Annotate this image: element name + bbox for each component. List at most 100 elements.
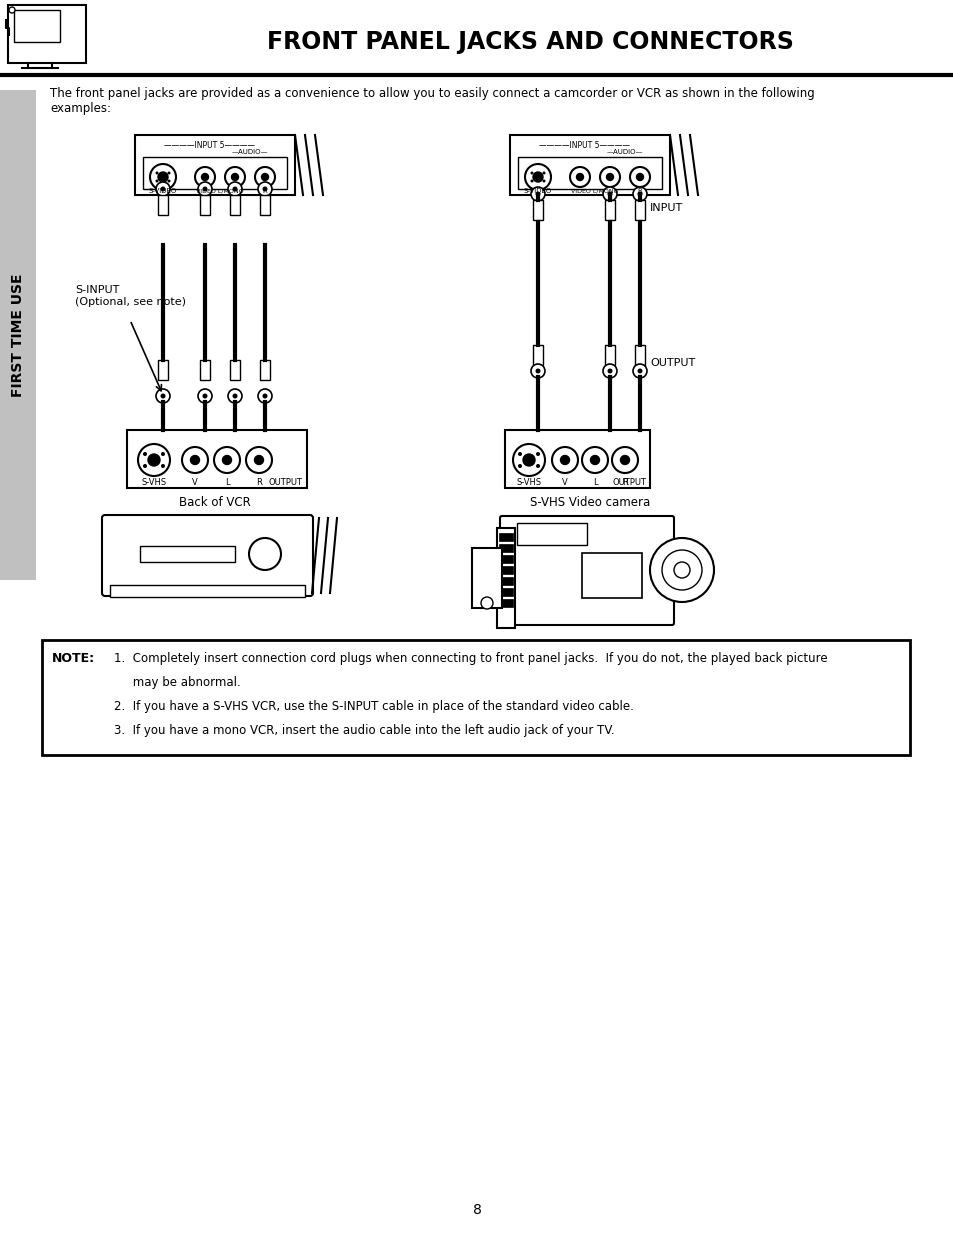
Bar <box>533 345 542 366</box>
Circle shape <box>150 164 175 190</box>
Circle shape <box>201 173 209 180</box>
Bar <box>135 135 294 195</box>
Circle shape <box>542 172 545 174</box>
Circle shape <box>233 394 237 399</box>
Bar <box>14 10 60 42</box>
Bar <box>604 345 615 366</box>
Circle shape <box>633 186 646 201</box>
Bar <box>497 529 515 629</box>
Circle shape <box>530 179 533 183</box>
Circle shape <box>232 173 238 180</box>
Text: Back of VCR: Back of VCR <box>179 496 251 509</box>
Text: FIRST TIME USE: FIRST TIME USE <box>11 273 25 396</box>
Bar <box>158 359 168 380</box>
Circle shape <box>531 186 544 201</box>
Circle shape <box>161 464 165 468</box>
Circle shape <box>673 562 689 578</box>
Text: S-INPUT
(Optional, see note): S-INPUT (Optional, see note) <box>75 285 186 306</box>
Text: OUTPUT: OUTPUT <box>613 478 646 487</box>
Bar <box>230 195 240 215</box>
Circle shape <box>517 452 521 456</box>
Circle shape <box>222 456 232 464</box>
Text: V: V <box>561 478 567 487</box>
Circle shape <box>254 456 263 464</box>
Circle shape <box>629 167 649 186</box>
FancyBboxPatch shape <box>102 515 313 597</box>
Bar <box>127 430 307 488</box>
Text: R: R <box>637 188 641 194</box>
Circle shape <box>607 368 612 373</box>
Circle shape <box>143 464 147 468</box>
Circle shape <box>599 167 619 186</box>
Text: R: R <box>262 188 267 194</box>
Bar <box>498 555 513 563</box>
Circle shape <box>249 538 281 571</box>
Text: —AUDIO—: —AUDIO— <box>232 149 268 156</box>
Circle shape <box>228 182 242 196</box>
Circle shape <box>533 172 542 182</box>
Circle shape <box>191 456 199 464</box>
Text: —AUDIO—: —AUDIO— <box>606 149 642 156</box>
Bar <box>260 195 270 215</box>
Circle shape <box>202 186 208 191</box>
Bar <box>517 157 661 189</box>
Bar <box>158 195 168 215</box>
Circle shape <box>155 172 158 174</box>
Bar <box>510 135 669 195</box>
Text: R: R <box>621 478 627 487</box>
Text: L: L <box>225 478 229 487</box>
Circle shape <box>552 447 578 473</box>
Bar <box>498 566 513 574</box>
Circle shape <box>262 186 267 191</box>
Circle shape <box>637 368 641 373</box>
Circle shape <box>202 394 208 399</box>
Text: L: L <box>592 478 597 487</box>
Circle shape <box>524 164 551 190</box>
Circle shape <box>160 186 165 191</box>
Circle shape <box>606 173 613 180</box>
Bar <box>635 345 644 366</box>
Circle shape <box>161 452 165 456</box>
Bar <box>0 90 36 580</box>
Bar <box>498 534 513 541</box>
Circle shape <box>612 447 638 473</box>
Circle shape <box>148 454 160 466</box>
Text: FRONT PANEL JACKS AND CONNECTORS: FRONT PANEL JACKS AND CONNECTORS <box>266 30 793 54</box>
Text: S-VIDEO: S-VIDEO <box>149 188 177 194</box>
Circle shape <box>661 550 701 590</box>
Bar <box>260 359 270 380</box>
Circle shape <box>517 464 521 468</box>
Circle shape <box>225 167 245 186</box>
Bar <box>472 548 501 608</box>
Circle shape <box>182 447 208 473</box>
Circle shape <box>262 394 267 399</box>
Circle shape <box>158 172 168 182</box>
Text: VIDEO L/MONO: VIDEO L/MONO <box>196 188 244 193</box>
Circle shape <box>9 7 15 14</box>
Text: V: V <box>192 478 197 487</box>
Circle shape <box>581 447 607 473</box>
Bar <box>604 200 615 220</box>
Text: VIDEO L/MONO: VIDEO L/MONO <box>571 188 618 193</box>
Circle shape <box>649 538 713 601</box>
Text: INPUT: INPUT <box>649 203 682 212</box>
Text: 3.  If you have a mono VCR, insert the audio cable into the left audio jack of y: 3. If you have a mono VCR, insert the au… <box>113 724 614 737</box>
Circle shape <box>480 597 493 609</box>
Text: R: R <box>255 478 262 487</box>
Circle shape <box>143 452 147 456</box>
Circle shape <box>254 167 274 186</box>
Circle shape <box>213 447 240 473</box>
Text: 1.  Completely insert connection cord plugs when connecting to front panel jacks: 1. Completely insert connection cord plu… <box>113 652 827 664</box>
Text: OUTPUT: OUTPUT <box>649 358 695 368</box>
Circle shape <box>513 445 544 475</box>
Circle shape <box>531 364 544 378</box>
Circle shape <box>257 182 272 196</box>
Bar <box>200 195 210 215</box>
Circle shape <box>569 167 589 186</box>
Text: S-VHS Video camera: S-VHS Video camera <box>529 496 649 509</box>
Bar <box>42 640 909 755</box>
Text: NOTE:: NOTE: <box>52 652 95 664</box>
Bar <box>635 200 644 220</box>
Bar <box>498 543 513 552</box>
Circle shape <box>138 445 170 475</box>
